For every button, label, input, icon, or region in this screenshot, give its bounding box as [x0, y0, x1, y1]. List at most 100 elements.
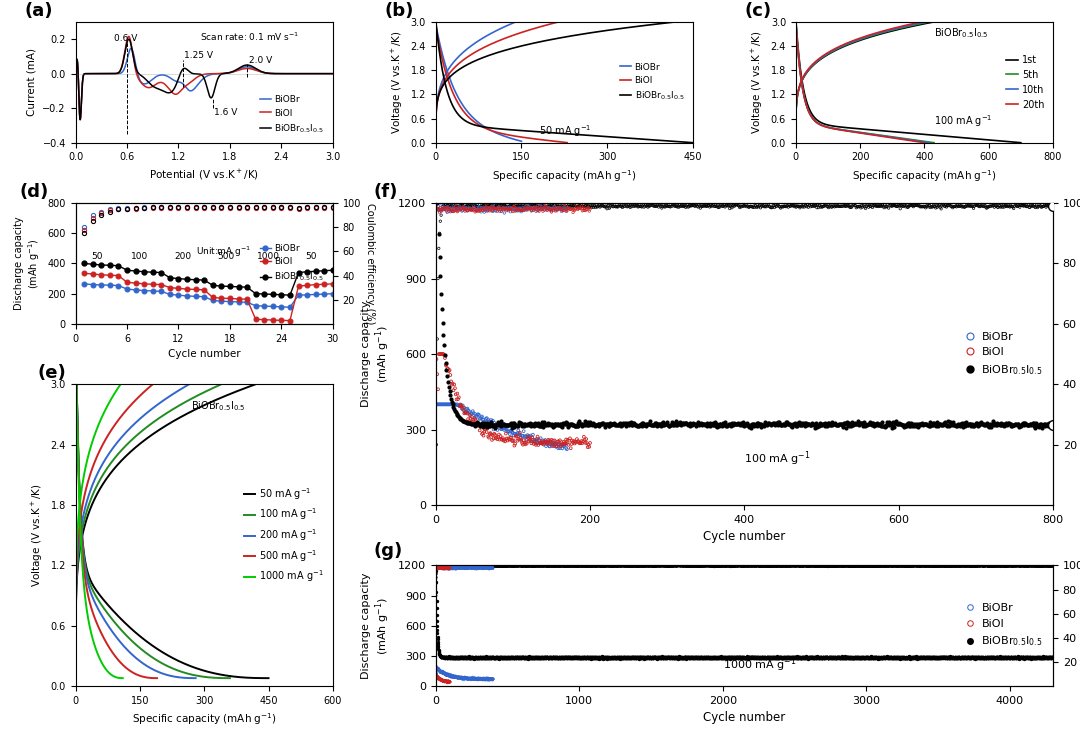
- Point: [1028, 652, 1045, 664]
- Point: [895, 199, 913, 211]
- Point: [545, 560, 563, 572]
- Point: [589, 201, 606, 212]
- Point: [435, 652, 453, 664]
- Point: [1043, 201, 1061, 212]
- Point: [983, 652, 1000, 664]
- Point: [760, 561, 778, 572]
- Legend: BiOBr, BiOI, BiOBr$_{0.5}$I$_{0.5}$: BiOBr, BiOI, BiOBr$_{0.5}$I$_{0.5}$: [617, 59, 688, 106]
- Point: [448, 561, 465, 573]
- Point: [469, 652, 486, 664]
- Point: [460, 561, 477, 572]
- Point: [838, 652, 855, 664]
- Point: [863, 651, 880, 663]
- Point: [550, 652, 567, 664]
- Point: [463, 562, 481, 574]
- Point: [1025, 560, 1042, 572]
- Point: [658, 560, 675, 572]
- Point: [441, 560, 458, 572]
- Point: [605, 561, 622, 572]
- Point: [432, 204, 449, 215]
- Point: [599, 651, 617, 663]
- Point: [640, 200, 658, 212]
- Point: [986, 560, 1003, 572]
- Point: [633, 560, 650, 572]
- Point: [831, 201, 848, 212]
- Point: [756, 651, 773, 663]
- Point: [1022, 418, 1039, 430]
- Point: [604, 652, 621, 664]
- Point: [546, 201, 564, 212]
- Point: [962, 652, 980, 664]
- Point: [669, 651, 686, 663]
- Point: [692, 652, 710, 664]
- Point: [868, 652, 886, 664]
- Point: [526, 436, 543, 447]
- Point: [530, 560, 548, 572]
- Point: [571, 653, 589, 664]
- Point: [446, 561, 463, 573]
- Point: [571, 437, 589, 449]
- Point: [786, 201, 804, 212]
- Point: [712, 199, 729, 211]
- Point: [552, 652, 569, 664]
- Point: [985, 560, 1002, 572]
- Point: [926, 560, 943, 572]
- Point: [575, 652, 592, 664]
- Point: [754, 560, 771, 572]
- Point: [920, 420, 937, 432]
- Point: [509, 560, 526, 572]
- Point: [897, 561, 915, 572]
- Point: [571, 418, 589, 430]
- Point: [838, 560, 855, 572]
- Point: [459, 417, 476, 429]
- Point: [513, 651, 530, 663]
- Point: [640, 560, 658, 572]
- Point: [432, 399, 449, 410]
- Point: [904, 560, 921, 572]
- Point: [461, 672, 478, 684]
- Point: [848, 561, 865, 572]
- Point: [807, 199, 824, 211]
- Point: [551, 561, 568, 572]
- Point: [1039, 560, 1056, 572]
- Point: [696, 418, 713, 430]
- Point: [907, 560, 924, 572]
- Point: [437, 399, 455, 410]
- Point: [819, 651, 836, 663]
- Point: [561, 560, 578, 572]
- Point: [1014, 651, 1031, 663]
- Point: [858, 560, 875, 572]
- Point: [582, 561, 599, 572]
- Point: [881, 418, 899, 429]
- Point: [460, 652, 477, 664]
- Point: [728, 199, 745, 211]
- Point: [757, 561, 774, 572]
- Point: [552, 561, 569, 572]
- Point: [475, 199, 492, 211]
- Point: [894, 560, 912, 572]
- Point: [702, 199, 719, 211]
- Point: [656, 652, 673, 664]
- Point: [442, 564, 459, 575]
- Point: [646, 560, 663, 572]
- Point: [859, 561, 876, 572]
- Point: [430, 203, 447, 215]
- Point: [673, 560, 690, 572]
- Point: [721, 419, 739, 431]
- Point: [681, 561, 699, 572]
- Point: [870, 652, 888, 664]
- Point: [805, 560, 822, 572]
- Point: [696, 651, 713, 663]
- Point: [489, 421, 507, 433]
- Point: [462, 561, 480, 573]
- Point: [549, 651, 566, 663]
- Point: [444, 671, 461, 683]
- Point: [481, 561, 498, 572]
- Point: [953, 652, 970, 664]
- Point: [494, 202, 511, 214]
- Point: [692, 651, 710, 663]
- Point: [556, 203, 573, 215]
- Point: [822, 652, 839, 664]
- Point: [496, 560, 513, 572]
- Point: [509, 560, 526, 572]
